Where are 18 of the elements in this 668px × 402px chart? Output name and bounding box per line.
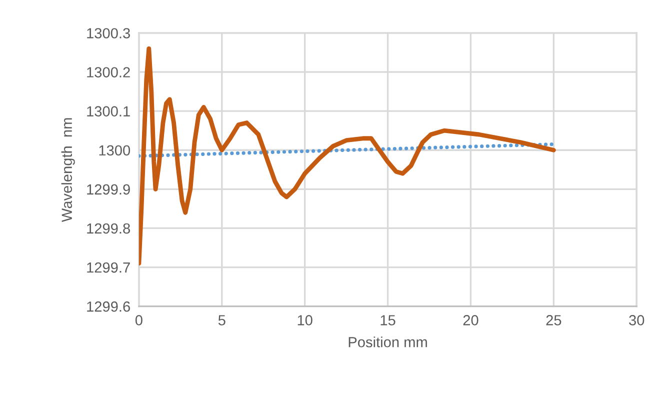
x-tick-label: 20 [463, 315, 478, 326]
y-tick-label: 1299.9 [87, 184, 130, 195]
y-tick-label: 1299.6 [87, 301, 130, 312]
x-tick-label: 25 [546, 315, 562, 326]
y-tick-label: 1300.1 [87, 106, 130, 116]
x-tick-label: 5 [218, 315, 226, 326]
x-axis-title: Position mm [348, 336, 427, 348]
y-tick-label: 1300 [99, 145, 130, 156]
line-series [138, 46, 556, 266]
x-tick-label: 0 [135, 315, 142, 326]
y-tick-label: 1300.2 [87, 67, 130, 78]
y-tick-label: 1299.8 [87, 223, 130, 234]
x-tick-label: 15 [380, 315, 396, 326]
y-axis-title: Wavelength nm [61, 118, 75, 222]
y-tick-label: 1299.7 [87, 262, 130, 273]
x-tick-label: 10 [298, 315, 312, 326]
x-tick-label: 30 [629, 315, 644, 326]
y-tick-label: 1300.3 [87, 28, 130, 38]
